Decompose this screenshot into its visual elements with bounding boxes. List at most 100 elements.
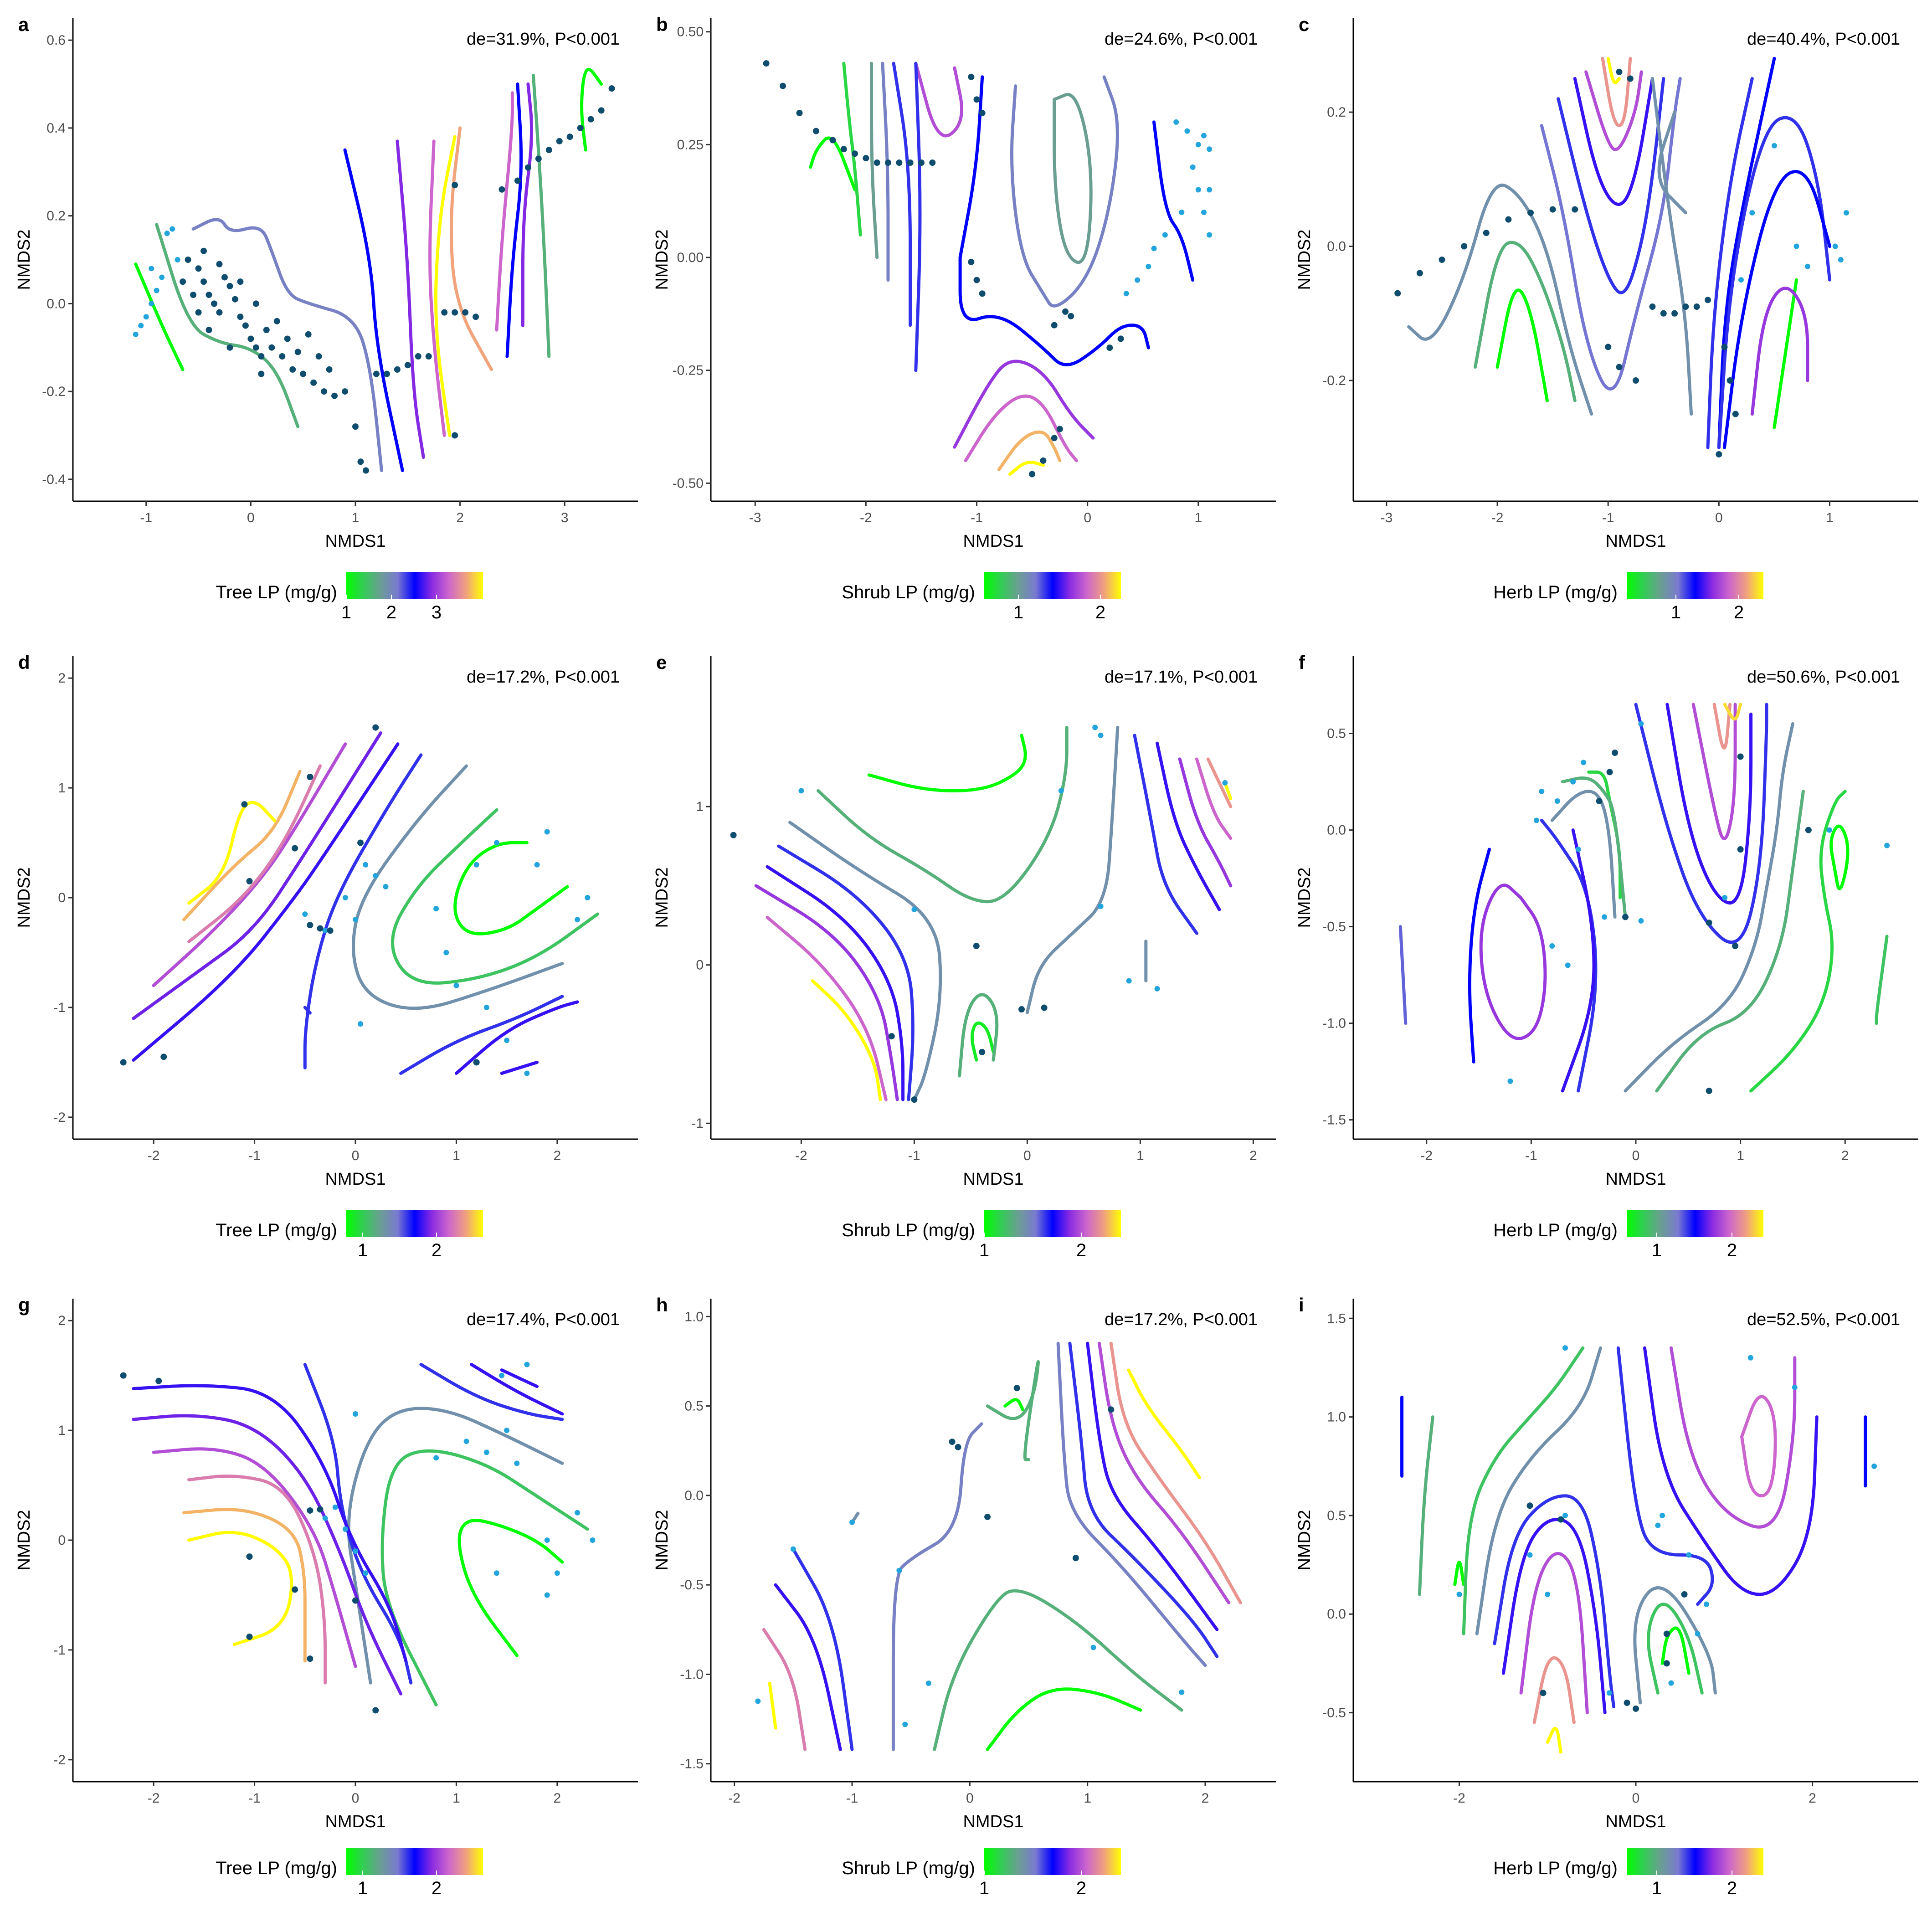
y-tick-label: 2: [58, 671, 66, 686]
x-axis-title: NMDS1: [963, 532, 1023, 551]
sample-point-dark: [1663, 1630, 1670, 1637]
panel-h: h -2 -1 0 1 2 -1.5 -1.0 -0.5 0.0 0.5 1.0 NMDS1 NMDS2 d…: [653, 1294, 1276, 1898]
contour-line: [870, 62, 879, 259]
sample-point-dark: [331, 392, 338, 399]
contour-line: [1109, 1341, 1242, 1604]
sample-point-light: [133, 331, 139, 337]
sample-point-dark: [211, 300, 217, 307]
sample-point-light: [358, 1021, 364, 1027]
sample-point-light: [1179, 1689, 1185, 1695]
sample-point-dark: [1394, 290, 1401, 297]
legend-tick-label: 1: [1652, 1240, 1662, 1260]
sample-point-light: [1190, 164, 1196, 170]
contour-line: [1655, 790, 1805, 1093]
panel-i: i -2 0 2 -0.5 0.0 0.5 1.0 1.5 NMDS1 NMDS2 de=52.5%,…: [1295, 1294, 1918, 1898]
y-tick-label: 0: [696, 958, 704, 973]
y-tick-label: 0.2: [1327, 105, 1346, 120]
sample-point-dark: [1527, 209, 1534, 216]
sample-point-light: [1695, 1631, 1701, 1637]
sample-point-light: [1179, 209, 1185, 215]
y-tick-label: 0: [58, 1533, 66, 1548]
x-tick-label: -2: [860, 510, 872, 525]
sample-point-dark: [1056, 426, 1063, 432]
x-tick-label: 0: [247, 510, 255, 525]
sample-point-dark: [1557, 1516, 1564, 1523]
sample-point-light: [790, 1546, 796, 1552]
x-tick-label: 2: [1202, 1791, 1209, 1806]
x-tick-label: 1: [1737, 1148, 1744, 1163]
contour-line: [380, 1449, 589, 1706]
contour-line: [1657, 110, 1687, 215]
contour-line: [1665, 703, 1753, 905]
sample-point-light: [363, 1570, 369, 1576]
sample-point-dark: [1062, 308, 1069, 315]
y-tick-label: -1.5: [680, 1757, 704, 1772]
contour-line: [892, 62, 912, 327]
contour-line: [1133, 734, 1198, 935]
sample-point-dark: [1622, 914, 1629, 920]
contour-line: [842, 62, 862, 236]
sample-point-dark: [1117, 335, 1124, 342]
sample-point-light: [585, 895, 591, 900]
sample-point-dark: [955, 1444, 961, 1450]
sample-point-dark: [1013, 1385, 1020, 1392]
contour-line: [1773, 278, 1798, 429]
sample-point-dark: [307, 922, 313, 929]
contour-line: [521, 82, 534, 327]
sample-point-light: [1832, 243, 1838, 249]
y-tick-label: -1: [53, 1643, 66, 1658]
contour-line: [1740, 1395, 1777, 1498]
sample-point-dark: [246, 878, 253, 884]
contour-line: [891, 1422, 983, 1751]
y-axis-title: NMDS2: [1295, 867, 1314, 928]
sample-point-dark: [307, 1507, 313, 1514]
sample-point-dark: [911, 1096, 918, 1103]
sample-point-dark: [949, 1439, 956, 1445]
sample-point-dark: [973, 277, 980, 283]
sample-point-dark: [1737, 846, 1744, 853]
sample-point-dark: [984, 1513, 991, 1520]
sample-point-light: [575, 917, 581, 923]
sample-point-dark: [1606, 769, 1613, 776]
contour-line: [1475, 1346, 1602, 1635]
sample-point-dark: [473, 1059, 480, 1066]
sample-point-light: [1207, 232, 1213, 238]
deviance-stat: de=24.6%, P<0.001: [1105, 30, 1258, 49]
contour-line: [347, 1407, 564, 1685]
contours-g: [120, 1362, 596, 1714]
contour-line: [303, 1006, 312, 1015]
legend-tick-label: 2: [1076, 1878, 1086, 1898]
x-tick-label: 1: [1084, 1791, 1091, 1806]
sample-point-light: [383, 884, 389, 889]
legend-tick-label: 1: [979, 1878, 989, 1898]
x-axis-title: NMDS1: [1605, 1812, 1666, 1831]
sample-point-dark: [1540, 1690, 1547, 1696]
sample-point-dark: [907, 159, 914, 166]
contour-line: [1025, 725, 1120, 1014]
sample-point-dark: [237, 313, 244, 320]
contour-line: [762, 1628, 807, 1751]
sample-point-light: [1151, 246, 1157, 252]
deviance-stat: de=52.5%, P<0.001: [1747, 1310, 1900, 1329]
contour-line: [1584, 70, 1643, 151]
x-tick-label: 3: [561, 510, 569, 525]
sample-point-dark: [812, 128, 819, 134]
legend-colorbar: [984, 572, 1121, 599]
deviance-stat: de=17.2%, P<0.001: [1105, 1310, 1258, 1329]
contour-line: [1532, 1656, 1576, 1724]
sample-point-dark: [888, 1033, 895, 1040]
panel-letter-i: i: [1299, 1294, 1304, 1316]
sample-point-light: [1173, 119, 1179, 125]
contour-line: [971, 1021, 995, 1062]
contour-line: [454, 1000, 579, 1075]
legend-title: Herb LP (mg/g): [1493, 1858, 1618, 1878]
sample-point-dark: [1616, 364, 1623, 370]
sample-point-dark: [241, 801, 248, 808]
contour-line: [1561, 828, 1596, 1093]
sample-point-light: [1738, 277, 1744, 283]
contour-line: [1712, 703, 1732, 750]
sample-point-dark: [968, 73, 975, 80]
sample-point-light: [1704, 1601, 1709, 1607]
sample-point-light: [332, 1504, 338, 1510]
y-tick-label: 0.2: [46, 209, 66, 224]
